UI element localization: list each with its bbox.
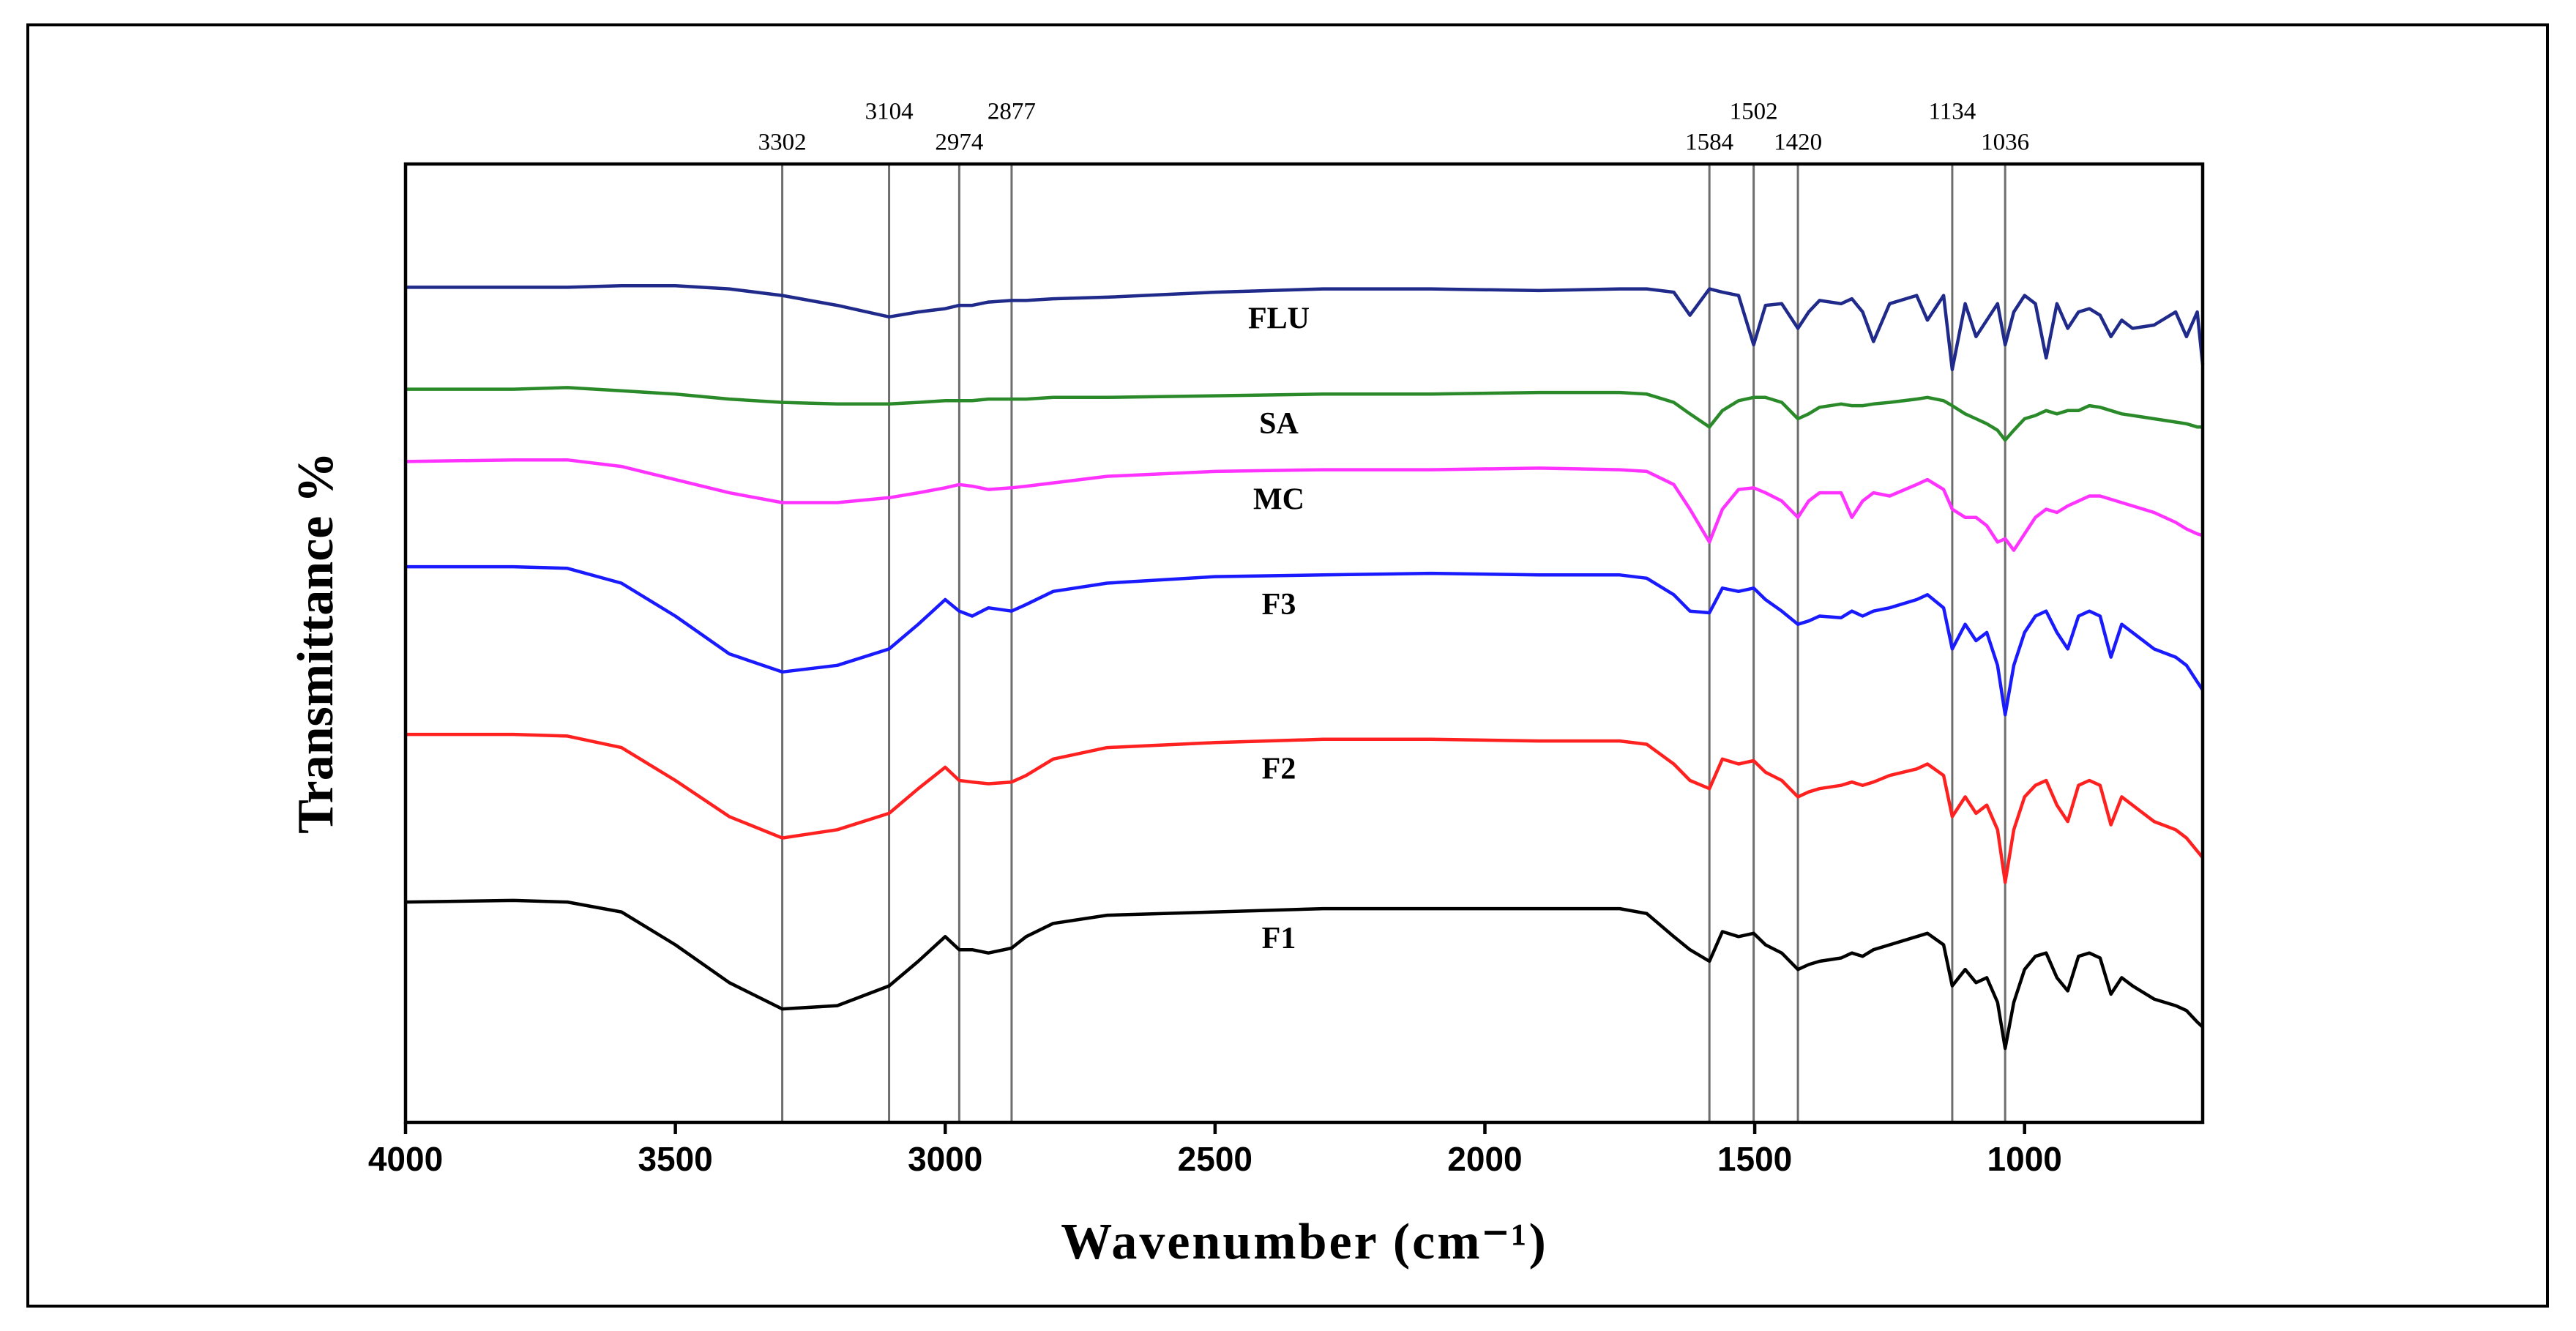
x-tick-label: 3500 (638, 1140, 712, 1178)
y-axis-label: Transmittance % (288, 452, 344, 834)
spectrum-line (406, 386, 2203, 442)
plot-frame (403, 162, 2205, 1125)
x-tick-label: 2500 (1178, 1140, 1252, 1178)
reference-label: 2877 (988, 99, 1036, 125)
x-tick-label: 1000 (1987, 1140, 2062, 1178)
reference-label: 2974 (935, 130, 983, 156)
reference-label: 1584 (1685, 130, 1733, 156)
x-tick-label: 1500 (1717, 1140, 1792, 1178)
series-label: F3 (1262, 588, 1296, 622)
reference-label: 3104 (865, 99, 914, 125)
spectrum-line (406, 564, 2204, 717)
reference-label: 1502 (1730, 99, 1778, 125)
outer-border (26, 23, 2549, 1308)
reference-label: 1036 (1981, 130, 2029, 156)
series-label: FLU (1248, 302, 1310, 335)
reference-label: 1420 (1774, 130, 1822, 156)
series-label: F1 (1262, 922, 1296, 955)
x-tick-label: 3000 (908, 1140, 982, 1178)
spectrum-line (406, 732, 2204, 884)
reference-label: 1134 (1929, 99, 1976, 125)
spectrum-line (406, 283, 2205, 371)
reference-label: 3302 (758, 130, 807, 156)
spectrum-line (405, 458, 2203, 552)
x-tick-label: 4000 (368, 1140, 443, 1178)
x-tick-label: 2000 (1447, 1140, 1522, 1178)
spectrum-line (405, 898, 2204, 1051)
series-label: F2 (1262, 752, 1296, 786)
series-label: MC (1253, 482, 1304, 516)
x-axis-label: Wavenumber (cm⁻¹) (1061, 1214, 1548, 1270)
series-label: SA (1259, 407, 1299, 441)
